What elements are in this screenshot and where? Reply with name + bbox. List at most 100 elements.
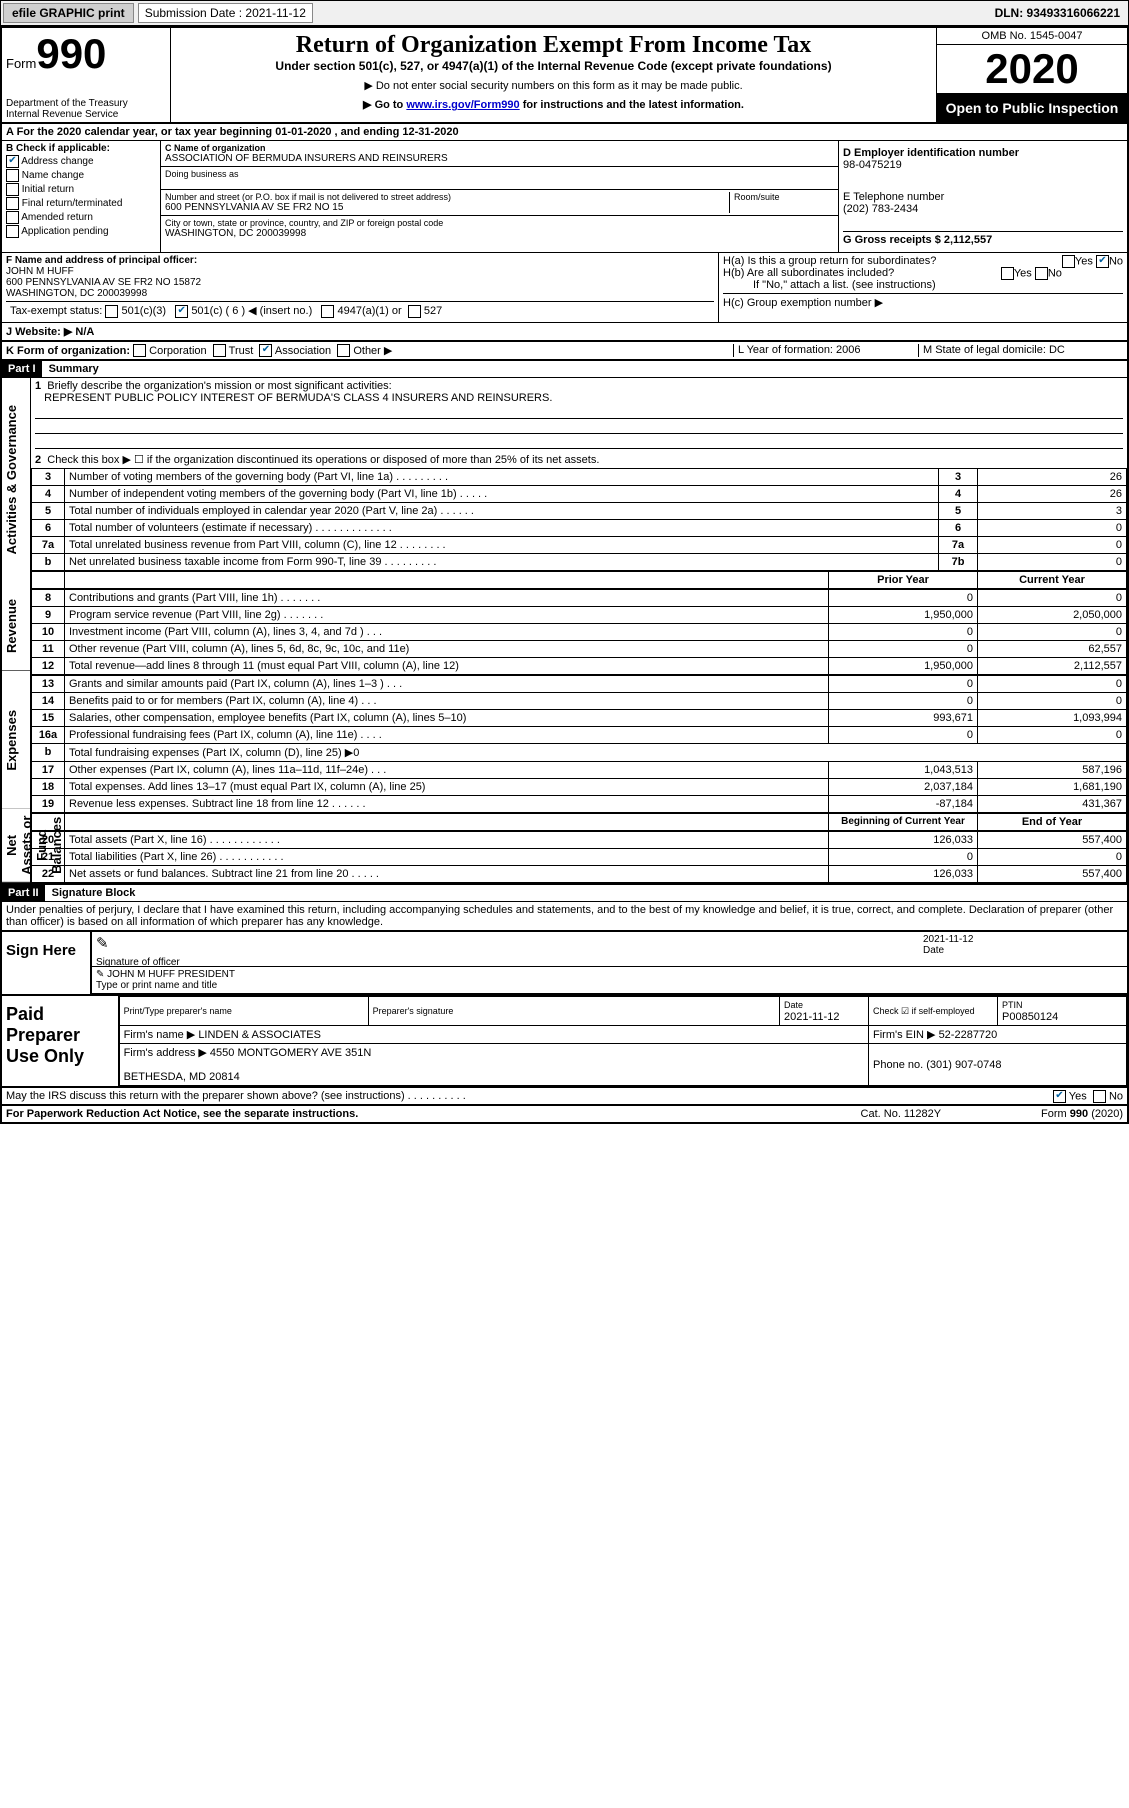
row-f-h: F Name and address of principal officer:… (2, 253, 1127, 322)
chk-final-return[interactable]: Final return/terminated (6, 197, 156, 210)
line-desc: Salaries, other compensation, employee b… (65, 710, 829, 727)
hb-no-box[interactable] (1035, 267, 1048, 280)
chk-527[interactable] (408, 305, 421, 318)
irs-link[interactable]: www.irs.gov/Form990 (406, 99, 519, 111)
ha-yes-box[interactable] (1062, 255, 1075, 268)
revenue-table: 8 Contributions and grants (Part VIII, l… (31, 589, 1127, 675)
chk-501c[interactable] (175, 305, 188, 318)
label-4947: 4947(a)(1) or (337, 305, 401, 317)
line-desc: Other expenses (Part IX, column (A), lin… (65, 762, 829, 779)
line-num: 9 (32, 607, 65, 624)
ein-label: D Employer identification number (843, 147, 1123, 159)
line-num: 4 (32, 486, 65, 503)
hb-yes-box[interactable] (1001, 267, 1014, 280)
line-num: 8 (32, 590, 65, 607)
label-501c: 501(c) ( 6 ) ◀ (insert no.) (191, 305, 312, 317)
line-desc: Net assets or fund balances. Subtract li… (65, 866, 829, 883)
line-box: 7a (939, 537, 978, 554)
line-current: 62,557 (978, 641, 1127, 658)
firm-ein: 52-2287720 (939, 1029, 998, 1041)
label-assoc: Association (275, 345, 331, 357)
side-revenue: Revenue (2, 581, 30, 671)
k-label: K Form of organization: (6, 345, 130, 357)
line-prior: 0 (829, 676, 978, 693)
line-num: 7a (32, 537, 65, 554)
header-left: Form990 Department of the Treasury Inter… (2, 28, 171, 122)
gross-receipts: G Gross receipts $ 2,112,557 (843, 234, 1123, 246)
officer-printed-name: JOHN M HUFF PRESIDENT (107, 969, 235, 980)
chk-amended[interactable]: Amended return (6, 211, 156, 224)
line-current: 0 (978, 727, 1127, 744)
line-num: 17 (32, 762, 65, 779)
org-name-cell: C Name of organization ASSOCIATION OF BE… (161, 141, 838, 167)
phone-label: E Telephone number (843, 191, 1123, 203)
line-desc: Total unrelated business revenue from Pa… (65, 537, 939, 554)
sig-date: 2021-11-12 (923, 934, 973, 945)
checkbox-icon (6, 197, 19, 210)
chk-address-change[interactable]: Address change (6, 155, 156, 168)
line-val: 0 (978, 520, 1127, 537)
q2-num: 2 (35, 454, 41, 466)
dba-label: Doing business as (165, 169, 834, 179)
discuss-yes-label: Yes (1069, 1091, 1087, 1103)
ha-no-box[interactable] (1096, 255, 1109, 268)
col-c-org-info: C Name of organization ASSOCIATION OF BE… (161, 141, 839, 252)
chk-initial-return[interactable]: Initial return (6, 183, 156, 196)
q1-text: Briefly describe the organization's miss… (47, 380, 391, 392)
line-desc: Investment income (Part VIII, column (A)… (65, 624, 829, 641)
side-governance: Activities & Governance (2, 378, 30, 580)
discuss-yes-box[interactable] (1053, 1090, 1066, 1103)
phone-cell: E Telephone number (202) 783-2434 (843, 191, 1123, 215)
line-prior: 2,037,184 (829, 779, 978, 796)
line-prior: 1,950,000 (829, 607, 978, 624)
label-corp: Corporation (149, 345, 206, 357)
checkbox-icon (6, 183, 19, 196)
line-prior: 0 (829, 641, 978, 658)
line-val: 0 (978, 537, 1127, 554)
line-num: 10 (32, 624, 65, 641)
line-box: 5 (939, 503, 978, 520)
form-note2: ▶ Go to www.irs.gov/Form990 for instruct… (175, 98, 932, 111)
efile-print-button[interactable]: efile GRAPHIC print (3, 3, 134, 23)
discuss-no-box[interactable] (1093, 1090, 1106, 1103)
line-prior: -87,184 (829, 796, 978, 813)
chk-corp[interactable] (133, 344, 146, 357)
line-prior: 993,671 (829, 710, 978, 727)
line-desc: Total expenses. Add lines 13–17 (must eq… (65, 779, 829, 796)
net-header-table: Beginning of Current Year End of Year (31, 813, 1127, 831)
line-num: 14 (32, 693, 65, 710)
form-subtitle: Under section 501(c), 527, or 4947(a)(1)… (175, 59, 932, 73)
line-num: b (32, 744, 65, 762)
m-state: M State of legal domicile: DC (918, 344, 1123, 358)
preparer-table: Print/Type preparer's name Preparer's si… (119, 996, 1127, 1086)
note2-pre: ▶ Go to (363, 99, 406, 111)
line-current: 431,367 (978, 796, 1127, 813)
ha-no-label: No (1109, 255, 1123, 267)
line-val: 26 (978, 486, 1127, 503)
chk-label: Final return/terminated (22, 198, 123, 209)
line-prior: 0 (829, 624, 978, 641)
line-prior: 1,043,513 (829, 762, 978, 779)
q1-num: 1 (35, 380, 41, 392)
checkbox-icon (6, 211, 19, 224)
q1-block: 1 Briefly describe the organization's mi… (31, 378, 1127, 451)
q1-answer: REPRESENT PUBLIC POLICY INTEREST OF BERM… (44, 392, 552, 404)
row-a-tax-year: A For the 2020 calendar year, or tax yea… (2, 124, 1127, 141)
chk-name-change[interactable]: Name change (6, 169, 156, 182)
line-prior: 0 (829, 727, 978, 744)
dba-cell: Doing business as (161, 167, 838, 190)
line-desc: Total liabilities (Part X, line 26) . . … (65, 849, 829, 866)
chk-assoc[interactable] (259, 344, 272, 357)
chk-other[interactable] (337, 344, 350, 357)
chk-application[interactable]: Application pending (6, 225, 156, 238)
ein-value: 98-0475219 (843, 159, 1123, 171)
chk-4947[interactable] (321, 305, 334, 318)
firm-addr-label: Firm's address ▶ (124, 1047, 207, 1059)
chk-501c3[interactable] (105, 305, 118, 318)
prep-col4: Check ☑ if self-employed (869, 997, 998, 1026)
line-current: 2,050,000 (978, 607, 1127, 624)
name-label: C Name of organization (165, 143, 834, 153)
sign-here-label: Sign Here (2, 932, 92, 994)
line-val: 26 (978, 469, 1127, 486)
chk-trust[interactable] (213, 344, 226, 357)
